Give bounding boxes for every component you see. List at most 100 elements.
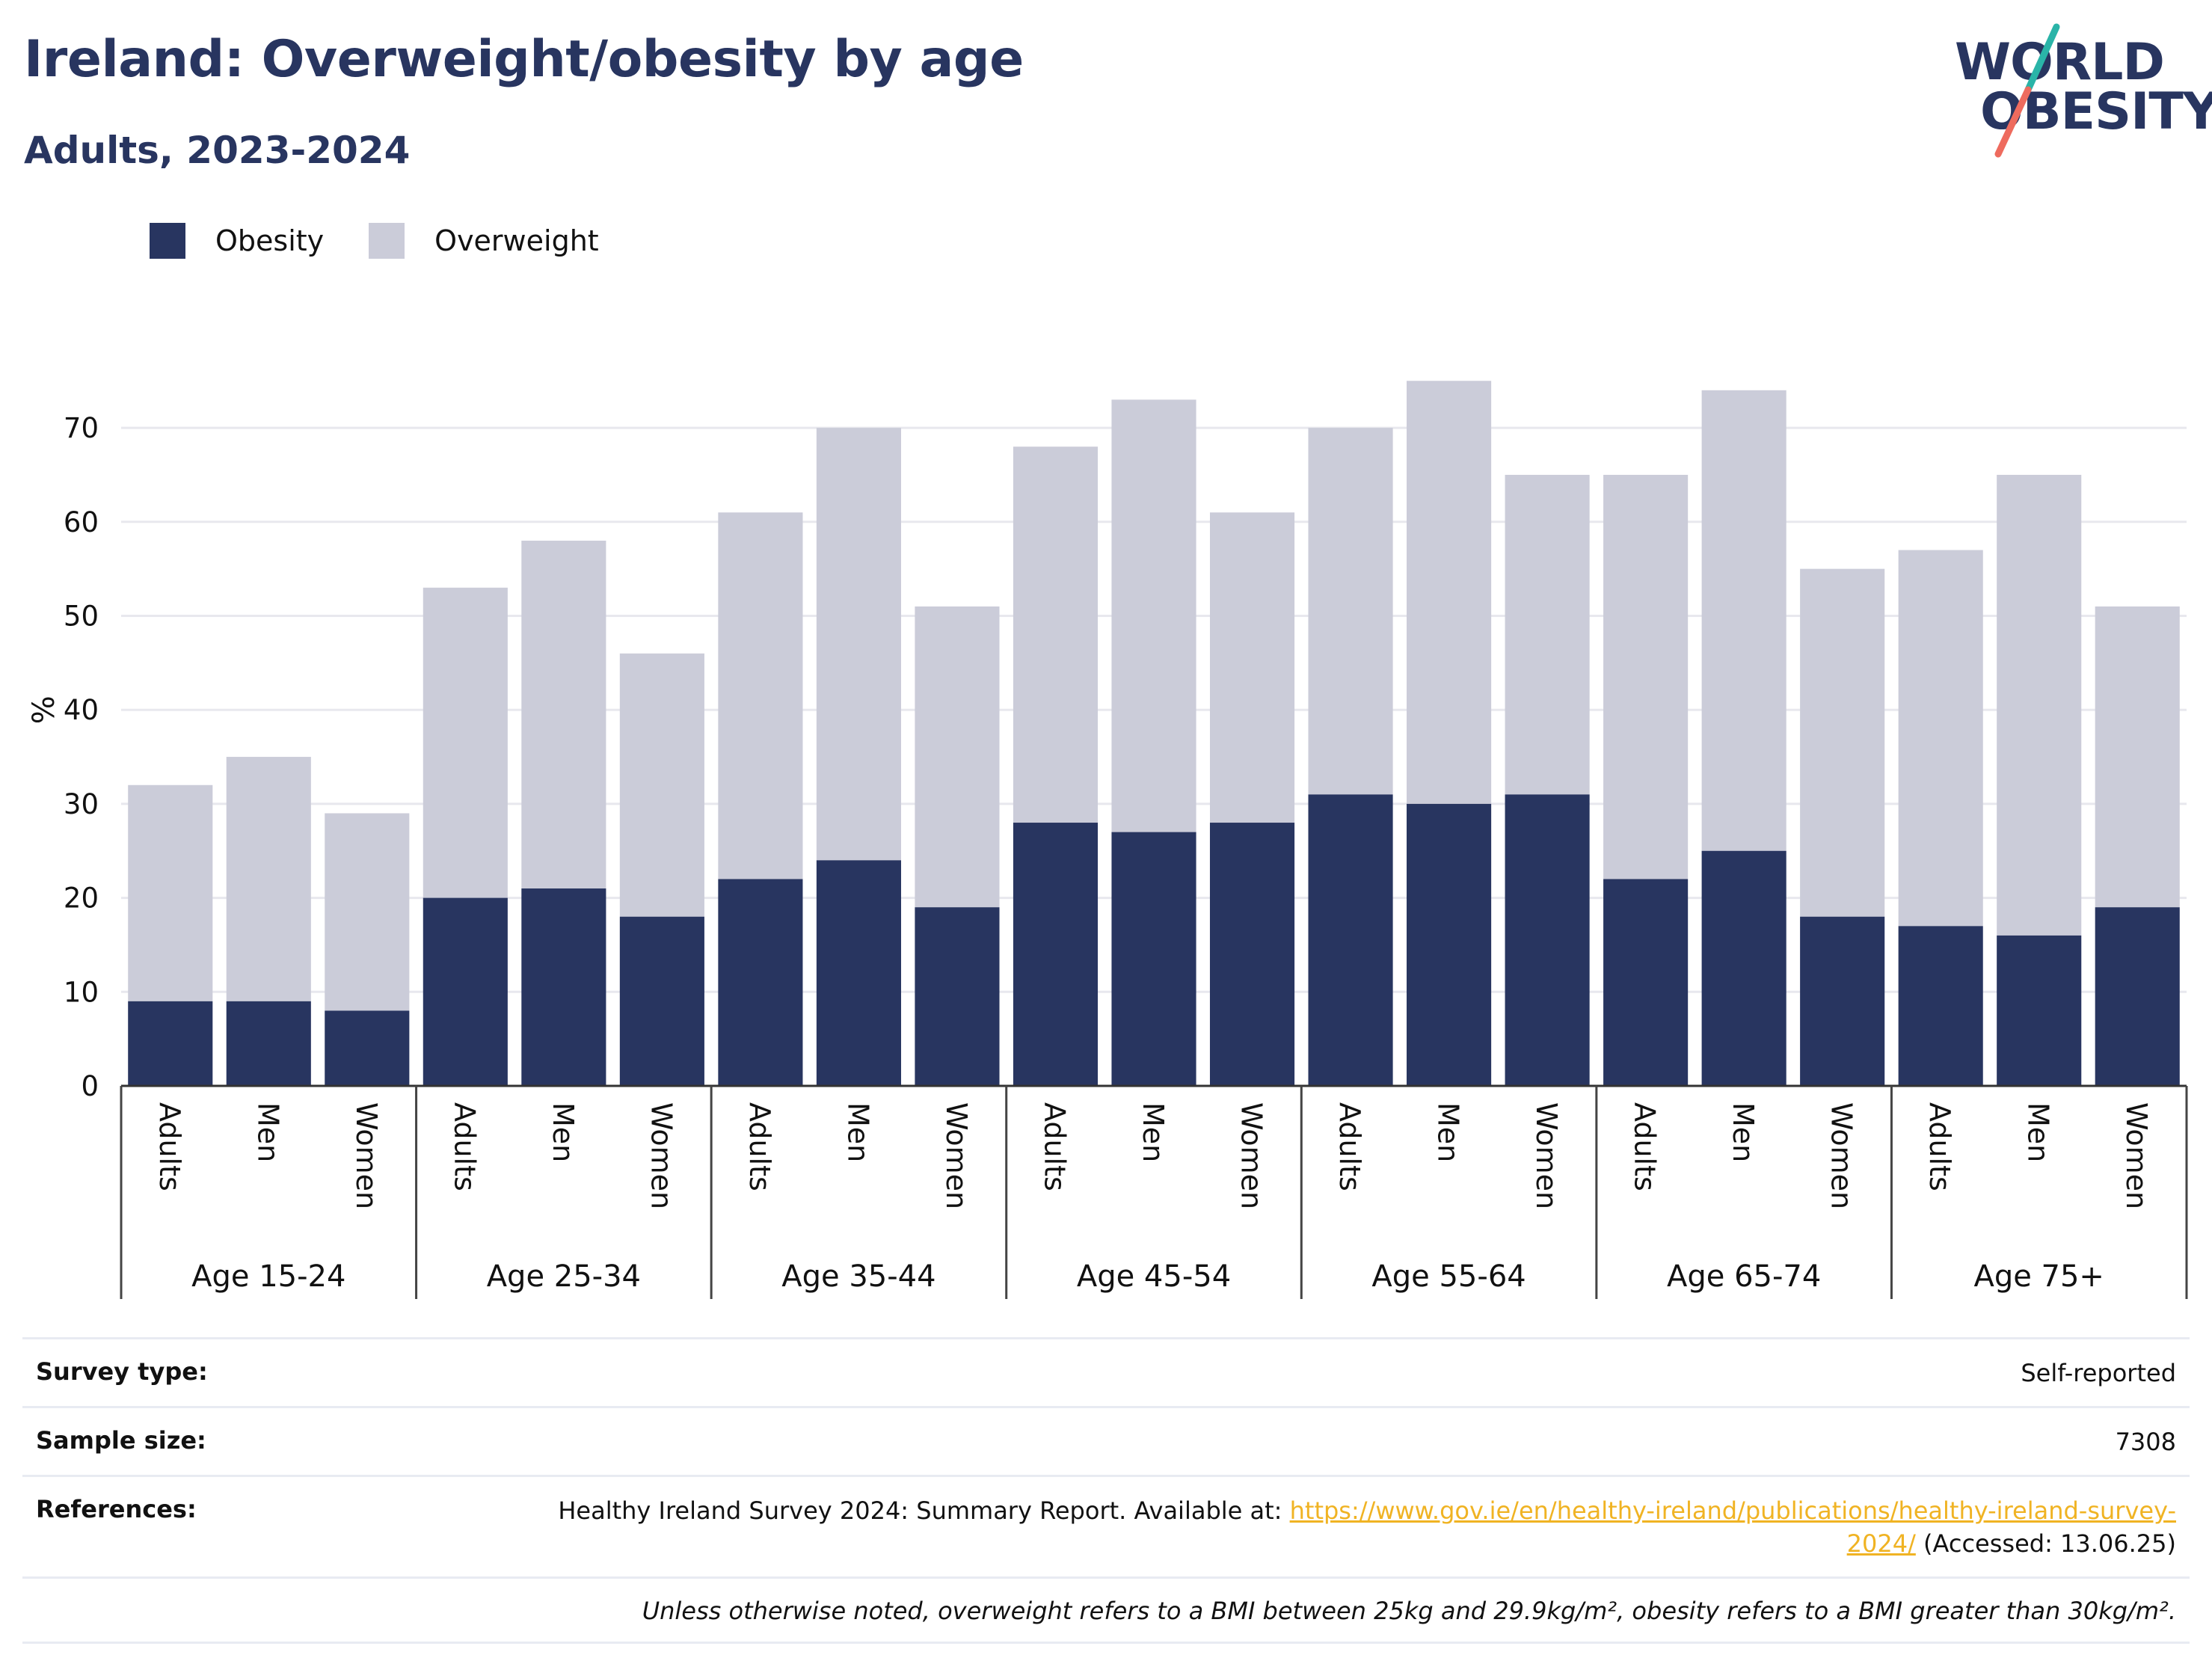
x-subcategory-label: Women	[645, 1102, 678, 1209]
bar-obesity	[1407, 803, 1492, 1086]
x-subcategory-label: Men	[251, 1102, 284, 1162]
x-subcategory-label: Women	[1235, 1102, 1268, 1209]
info-row-sample: Sample size: 7308	[22, 1406, 2190, 1475]
x-subcategory-label: Women	[2120, 1102, 2153, 1209]
bar-obesity	[1898, 926, 1983, 1086]
y-tick-label: 60	[64, 506, 99, 538]
legend-item-overweight: Overweight	[369, 223, 599, 259]
chart-title: Ireland: Overweight/obesity by age	[24, 30, 1024, 89]
bar-overweight	[1701, 390, 1787, 851]
chart-subtitle: Adults, 2023-2024	[24, 129, 411, 172]
x-subcategory-label: Adults	[153, 1102, 186, 1191]
y-tick-label: 0	[81, 1070, 99, 1102]
bar-overweight	[915, 606, 1000, 908]
x-subcategory-label: Men	[1727, 1102, 1760, 1162]
x-group-label: Age 15-24	[191, 1259, 345, 1294]
references-accessed: (Accessed: 13.06.25)	[1915, 1529, 2176, 1558]
x-group-label: Age 35-44	[781, 1259, 936, 1294]
logo-text-world: WORLD	[1955, 33, 2165, 92]
info-table: Survey type: Self-reported Sample size: …	[22, 1337, 2190, 1644]
world-obesity-logo: WORLD OBESITY	[1944, 21, 2212, 163]
x-subcategory-label: Women	[1825, 1102, 1858, 1209]
x-subcategory-label: Women	[940, 1102, 973, 1209]
bar-obesity	[1505, 794, 1590, 1086]
bar-overweight	[226, 757, 311, 1001]
x-subcategory-label: Adults	[743, 1102, 776, 1191]
references-value: Healthy Ireland Survey 2024: Summary Rep…	[531, 1495, 2176, 1559]
bar-overweight	[1898, 550, 1983, 927]
x-subcategory-label: Adults	[1333, 1102, 1366, 1191]
bar-obesity	[1603, 879, 1689, 1086]
y-tick-label: 70	[64, 412, 99, 444]
bar-obesity	[128, 1001, 213, 1086]
bar-obesity	[718, 879, 803, 1086]
info-row-footnote: Unless otherwise noted, overweight refer…	[22, 1576, 2190, 1644]
y-tick-label: 30	[64, 788, 99, 820]
bar-overweight	[1603, 474, 1689, 879]
bar-obesity	[1997, 935, 2082, 1086]
x-subcategory-label: Adults	[1923, 1102, 1956, 1191]
x-group-label: Age 75+	[1973, 1259, 2104, 1294]
bar-overweight	[325, 813, 410, 1011]
y-tick-label: 50	[64, 601, 99, 633]
x-subcategory-label: Men	[547, 1102, 580, 1162]
sample-size-label: Sample size:	[36, 1426, 206, 1455]
bar-obesity	[325, 1010, 410, 1086]
bar-obesity	[2095, 907, 2180, 1086]
info-row-survey: Survey type: Self-reported	[22, 1337, 2190, 1406]
y-tick-label: 40	[64, 694, 99, 726]
logo-slash-icon	[1994, 23, 2060, 158]
x-subcategory-label: Adults	[1038, 1102, 1071, 1191]
x-subcategory-label: Men	[841, 1102, 874, 1162]
bar-overweight	[128, 784, 213, 1001]
bar-overweight	[816, 428, 901, 861]
bar-obesity	[915, 907, 1000, 1086]
bar-overweight	[718, 512, 803, 879]
bar-obesity	[619, 916, 704, 1086]
bar-obesity	[816, 860, 901, 1086]
x-subcategory-label: Men	[1137, 1102, 1170, 1162]
bar-overweight	[1111, 399, 1196, 832]
x-group-label: Age 55-64	[1371, 1259, 1526, 1294]
bar-overweight	[1505, 474, 1590, 795]
bar-overweight	[1407, 381, 1492, 804]
references-link[interactable]: https://www.gov.ie/en/healthy-ireland/pu…	[1289, 1496, 2176, 1558]
bar-overweight	[1800, 568, 1885, 917]
bar-obesity	[1209, 823, 1295, 1086]
references-text: Healthy Ireland Survey 2024: Summary Rep…	[558, 1496, 1290, 1526]
x-subcategory-label: Women	[350, 1102, 383, 1209]
y-tick-label: 10	[64, 976, 99, 1008]
bar-obesity	[1111, 832, 1196, 1086]
sample-size-value: 7308	[2115, 1428, 2176, 1457]
legend-item-obesity: Obesity	[150, 223, 324, 259]
bar-overweight	[1013, 446, 1099, 823]
x-group-label: Age 65-74	[1667, 1259, 1821, 1294]
bmi-footnote: Unless otherwise noted, overweight refer…	[642, 1596, 2176, 1625]
x-subcategory-label: Adults	[1629, 1102, 1662, 1191]
x-group-label: Age 45-54	[1077, 1259, 1231, 1294]
stacked-bar-chart: 0 10 20 30 40 50 60 70% Adults Men Women Adults Men W…	[27, 381, 2188, 1299]
info-row-references: References: Healthy Ireland Survey 2024:…	[22, 1475, 2190, 1576]
bar-obesity	[1701, 850, 1787, 1086]
bar-overweight	[1308, 428, 1393, 795]
bar-obesity	[1013, 823, 1099, 1086]
bar-overweight	[1997, 474, 2082, 936]
bar-overweight	[619, 653, 704, 917]
survey-type-label: Survey type:	[36, 1357, 208, 1386]
legend-swatch-obesity	[150, 223, 185, 259]
bar-obesity	[423, 897, 508, 1086]
bar-overweight	[521, 540, 606, 889]
y-tick-label: 20	[64, 882, 99, 915]
x-subcategory-label: Adults	[448, 1102, 481, 1191]
x-group-label: Age 25-34	[487, 1259, 641, 1294]
bar-obesity	[1800, 916, 1885, 1086]
bar-obesity	[521, 888, 606, 1086]
x-subcategory-label: Men	[1432, 1102, 1465, 1162]
references-label: References:	[36, 1495, 197, 1524]
bar-obesity	[226, 1001, 311, 1086]
x-subcategory-label: Women	[1530, 1102, 1563, 1209]
legend-swatch-overweight	[369, 223, 405, 259]
legend-label-obesity: Obesity	[215, 224, 325, 257]
legend-label-overweight: Overweight	[434, 224, 599, 257]
x-subcategory-label: Men	[2022, 1102, 2055, 1162]
